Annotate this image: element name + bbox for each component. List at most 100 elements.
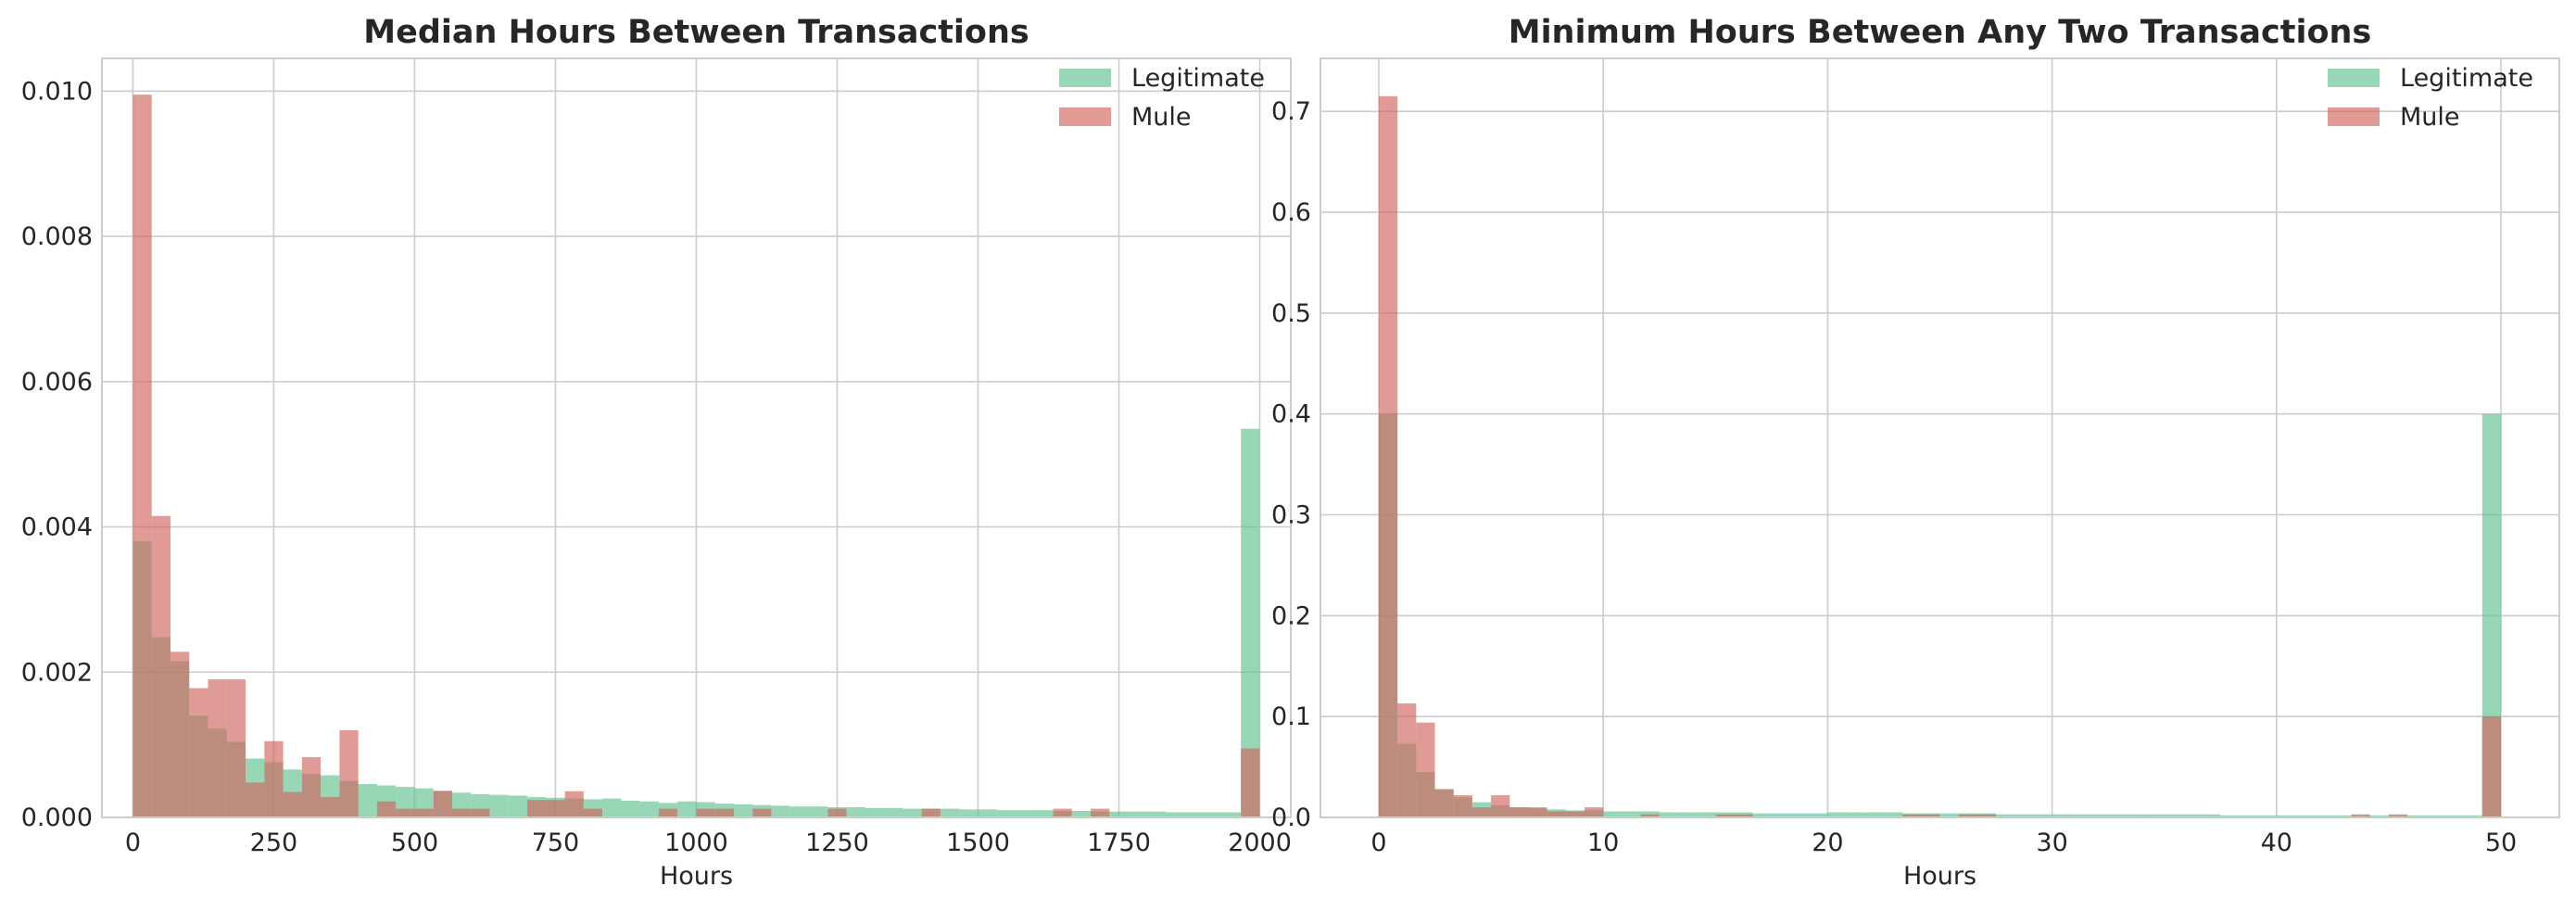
histogram-bar xyxy=(2108,814,2128,817)
histogram-bar xyxy=(1146,811,1167,817)
x-tick-label: 1250 xyxy=(805,829,869,857)
legend-label: Mule xyxy=(2400,103,2460,132)
y-tick-label: 0.000 xyxy=(21,803,93,832)
legend-swatch xyxy=(2328,69,2380,87)
histogram-bar xyxy=(1241,428,1260,817)
y-tick-label: 0.008 xyxy=(21,222,93,251)
x-tick-label: 50 xyxy=(2485,829,2517,857)
histogram-bar xyxy=(1378,95,1398,817)
histogram-bar xyxy=(677,801,697,817)
x-tick-label: 2000 xyxy=(1228,829,1292,857)
histogram-bar xyxy=(1622,811,1641,817)
histogram-bar xyxy=(1053,808,1072,817)
x-tick-label: 30 xyxy=(2036,829,2067,857)
histogram-bar xyxy=(2276,815,2295,817)
legend: Legitimate Mule xyxy=(1059,64,1265,132)
histogram-bar xyxy=(1827,812,1847,817)
histogram-bar xyxy=(339,729,359,817)
histogram-bar xyxy=(1434,789,1454,817)
histogram-bar xyxy=(827,808,847,817)
histogram-bar xyxy=(1471,807,1492,817)
histogram-bar xyxy=(1166,812,1185,817)
legend-swatch xyxy=(1059,69,1111,87)
histogram-bar xyxy=(489,794,509,817)
histogram-bar xyxy=(2182,814,2203,817)
histogram-bar xyxy=(170,652,190,817)
histogram-bar xyxy=(658,808,678,817)
legend-swatch xyxy=(2328,108,2380,126)
histogram-bar xyxy=(583,808,603,817)
histogram-bar xyxy=(433,791,452,817)
chart-title: Median Hours Between Transactions xyxy=(363,14,1029,51)
histogram-bar xyxy=(1241,748,1260,817)
axes-frame xyxy=(1320,57,2560,818)
histogram-bar xyxy=(1071,810,1092,817)
histogram-bar xyxy=(2314,815,2333,817)
x-tick-label: 10 xyxy=(1587,829,1619,857)
histogram-bar xyxy=(2145,814,2165,817)
chart-panel-1: 0 250 500 750 1000 1250 1500 1750 2000 0.000 0.002… xyxy=(21,14,1292,891)
histogram-bar xyxy=(1453,795,1472,817)
x-tick-label: 40 xyxy=(2261,829,2292,857)
histogram-bar xyxy=(1109,811,1129,817)
histogram-bar xyxy=(564,791,584,817)
histogram-bar xyxy=(2033,814,2052,817)
histogram-bar xyxy=(208,679,227,817)
x-tick-label: 1750 xyxy=(1087,829,1151,857)
chart-title: Minimum Hours Between Any Two Transactio… xyxy=(1509,14,2372,51)
histogram-bar xyxy=(639,801,659,817)
histogram-bar xyxy=(189,688,208,817)
histogram-bar xyxy=(2388,814,2408,817)
y-tick-label: 0.5 xyxy=(1271,299,1311,328)
histogram-bar xyxy=(2220,815,2240,817)
histogram-bar xyxy=(321,797,340,817)
legend-label: Legitimate xyxy=(1131,64,1265,93)
histogram-bar xyxy=(1790,813,1810,817)
histogram-bar xyxy=(358,783,377,817)
histogram-bar xyxy=(1996,814,2015,817)
histogram-bar xyxy=(1640,814,1660,817)
histogram-bar xyxy=(1528,807,1547,817)
histogram-bar xyxy=(2407,815,2427,817)
histogram-bar xyxy=(696,808,715,817)
histogram-bar xyxy=(978,809,997,817)
histogram-bar xyxy=(1091,808,1110,817)
histogram-bar xyxy=(2127,814,2146,817)
axes-frame xyxy=(101,57,1292,818)
y-tick-label: 0.2 xyxy=(1271,601,1311,630)
histogram-bar xyxy=(621,800,640,817)
histogram-bar xyxy=(2089,814,2109,817)
histogram-bar xyxy=(1677,812,1698,817)
histogram-bar xyxy=(2239,815,2258,817)
x-tick-label: 1500 xyxy=(946,829,1010,857)
legend-swatch xyxy=(1059,108,1111,126)
histogram-bar xyxy=(2351,814,2370,817)
histogram-bar xyxy=(1697,812,1716,817)
histogram-bar xyxy=(903,808,922,817)
y-tick-label: 0.7 xyxy=(1271,97,1311,126)
histogram-bar xyxy=(414,808,434,817)
histogram-bar xyxy=(1976,814,1997,817)
histogram-bar xyxy=(1771,813,1791,817)
x-axis-label: Hours xyxy=(660,862,733,891)
histogram-bar xyxy=(2444,815,2464,817)
histogram-bar xyxy=(2481,716,2501,817)
histogram-bar xyxy=(1659,812,1678,817)
histogram-bar xyxy=(1921,814,1940,817)
histogram-bar xyxy=(771,805,790,817)
histogram-bar xyxy=(1584,807,1604,817)
histogram-bar xyxy=(940,808,960,817)
y-tick-label: 0.0 xyxy=(1271,803,1311,832)
y-tick-label: 0.1 xyxy=(1271,702,1311,731)
histogram-bar xyxy=(546,800,565,817)
histogram-bar xyxy=(2257,815,2277,817)
y-tick-label: 0.004 xyxy=(21,513,93,542)
x-tick-label: 500 xyxy=(391,829,439,857)
histogram-bar xyxy=(2070,814,2090,817)
x-tick-label: 1000 xyxy=(664,829,728,857)
histogram-bar xyxy=(846,807,865,817)
legend-label: Legitimate xyxy=(2400,64,2533,93)
histogram-bar xyxy=(1603,811,1623,817)
histogram-bar xyxy=(2332,815,2352,817)
y-tick-label: 0.006 xyxy=(21,368,93,397)
